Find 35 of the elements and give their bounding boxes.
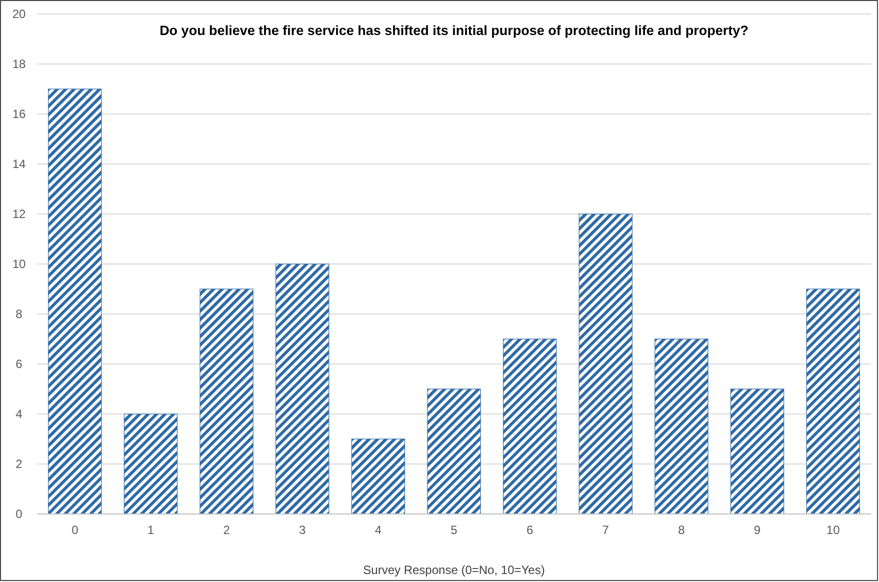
x-tick-label: 10: [826, 523, 840, 537]
y-tick-label: 10: [12, 257, 26, 272]
bar: [502, 338, 557, 514]
x-tick-label: 7: [602, 523, 610, 537]
x-tick-label: 2: [223, 523, 230, 537]
y-tick-label: 0: [16, 507, 23, 522]
bar: [48, 88, 102, 514]
bar: [730, 388, 784, 514]
bar: [654, 338, 708, 514]
bar: [124, 414, 178, 514]
y-tick-label: 16: [12, 107, 26, 122]
x-tick-label: 3: [299, 523, 306, 537]
bar: [200, 288, 254, 514]
bar: [351, 438, 406, 514]
x-tick-label: 5: [450, 523, 458, 537]
y-tick-label: 14: [12, 157, 26, 172]
y-tick-label: 2: [16, 457, 23, 472]
bar: [427, 388, 481, 514]
y-tick-label: 8: [16, 307, 23, 322]
y-tick-label: 6: [16, 357, 23, 372]
x-axis-title: Survey Response (0=No, 10=Yes): [363, 563, 545, 577]
y-tick-label: 12: [12, 207, 26, 222]
x-tick-label: 1: [147, 523, 154, 537]
x-tick-label: 8: [678, 523, 686, 537]
y-tick-label: 4: [16, 407, 23, 422]
text: Do you believe the fire service has shifted its initial purpose of protecting life and property?: [160, 23, 748, 38]
bar: [276, 264, 330, 514]
bar: [806, 288, 860, 514]
bar: [578, 214, 632, 514]
x-tick-label: 6: [526, 523, 534, 537]
x-tick-label: 9: [754, 523, 761, 537]
y-tick-label: 20: [12, 7, 26, 22]
x-tick-label: 4: [374, 523, 382, 537]
x-tick-label: 0: [72, 523, 79, 537]
y-tick-label: 18: [12, 57, 26, 72]
